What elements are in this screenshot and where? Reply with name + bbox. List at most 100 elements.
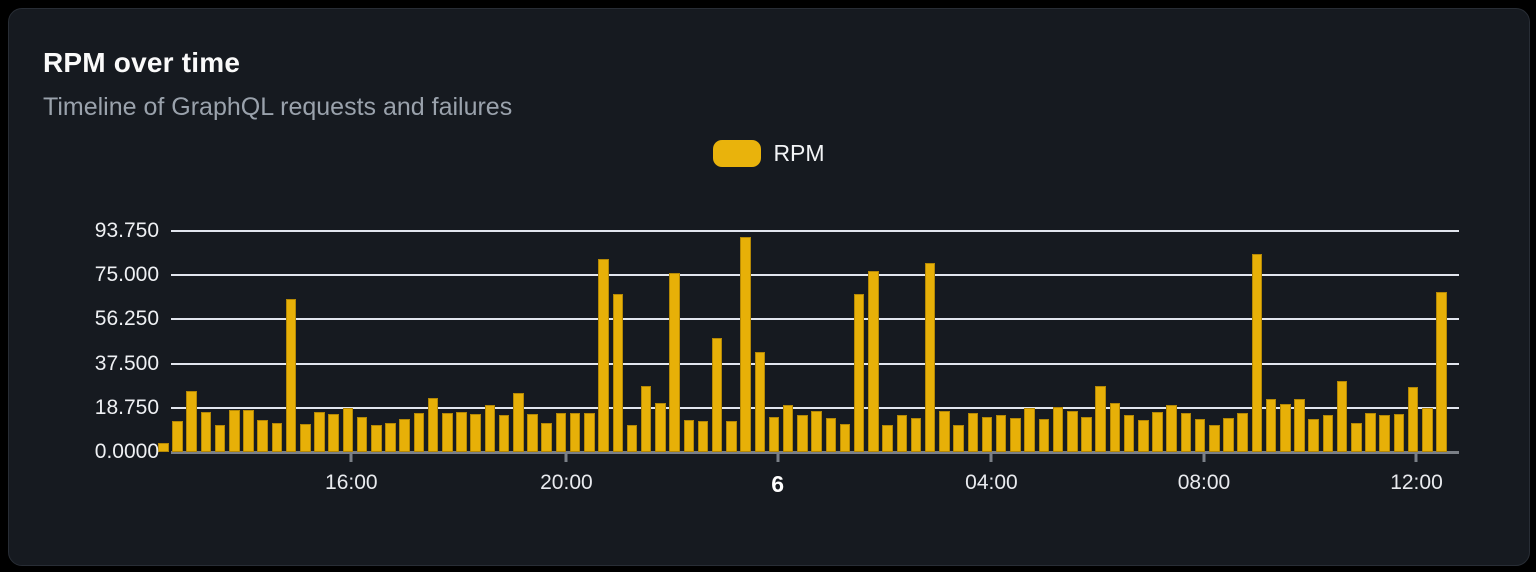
rpm-bar[interactable] [1081, 416, 1092, 452]
rpm-bar[interactable] [598, 258, 609, 452]
rpm-bar[interactable] [214, 424, 226, 452]
rpm-bar[interactable] [328, 414, 339, 452]
rpm-bar[interactable] [569, 413, 581, 452]
rpm-bar[interactable] [768, 416, 780, 452]
rpm-bar[interactable] [1393, 414, 1405, 452]
rpm-bar[interactable] [1251, 253, 1263, 452]
rpm-bar[interactable] [626, 424, 638, 452]
rpm-bar[interactable] [1180, 413, 1192, 452]
rpm-bar[interactable] [1138, 420, 1149, 452]
rpm-bar[interactable] [782, 404, 794, 452]
rpm-bar[interactable] [1194, 419, 1206, 452]
rpm-bar[interactable] [1436, 291, 1447, 452]
rpm-bar[interactable] [868, 270, 879, 452]
rpm-bar[interactable] [939, 410, 950, 452]
rpm-bar[interactable] [967, 413, 979, 452]
rpm-bar[interactable] [853, 294, 865, 452]
rpm-bar[interactable] [186, 390, 197, 452]
rpm-bar[interactable] [498, 415, 510, 452]
rpm-bar[interactable] [1038, 419, 1050, 452]
rpm-bar[interactable] [229, 409, 240, 452]
rpm-bar[interactable] [200, 411, 212, 452]
rpm-bar[interactable] [612, 294, 623, 452]
rpm-bar[interactable] [300, 423, 311, 452]
rpm-bar[interactable] [896, 415, 908, 452]
rpm-bar[interactable] [1336, 381, 1348, 452]
rpm-bar[interactable] [413, 413, 425, 452]
rpm-bar[interactable] [257, 420, 268, 452]
rpm-bar[interactable] [1379, 415, 1390, 452]
rpm-bar[interactable] [1024, 408, 1035, 452]
rpm-bar[interactable] [1123, 415, 1135, 452]
legend-item-rpm[interactable]: RPM [713, 140, 825, 167]
rpm-bar[interactable] [1294, 398, 1305, 452]
rpm-bar[interactable] [1052, 407, 1064, 452]
rpm-bar[interactable] [683, 420, 695, 452]
rpm-bar[interactable] [1407, 387, 1419, 452]
rpm-bar[interactable] [1166, 404, 1177, 452]
rpm-chart-card: RPM over time Timeline of GraphQL reques… [8, 8, 1530, 566]
rpm-bar[interactable] [924, 263, 936, 452]
rpm-bar[interactable] [1237, 413, 1248, 452]
rpm-bar[interactable] [470, 414, 481, 452]
rpm-bar[interactable] [1308, 419, 1319, 452]
y-axis-label: 75.000 [94, 263, 159, 287]
rpm-bar[interactable] [243, 409, 254, 452]
rpm-bar[interactable] [342, 408, 354, 452]
rpm-bar[interactable] [285, 298, 297, 452]
rpm-bar[interactable] [740, 237, 751, 452]
rpm-bar[interactable] [356, 416, 368, 452]
rpm-bar[interactable] [385, 422, 396, 452]
rpm-bar[interactable] [1109, 402, 1121, 452]
rpm-bar[interactable] [669, 272, 680, 452]
rpm-bar[interactable] [910, 417, 922, 452]
rpm-bar[interactable] [541, 422, 552, 452]
rpm-bar[interactable] [995, 415, 1007, 452]
chart-subtitle: Timeline of GraphQL requests and failure… [43, 93, 513, 121]
rpm-bar[interactable] [555, 413, 567, 452]
rpm-bar[interactable] [172, 421, 183, 452]
rpm-bar[interactable] [1322, 415, 1334, 452]
page-title: RPM over time [43, 47, 241, 78]
rpm-bar[interactable] [1223, 417, 1234, 452]
rpm-bar[interactable] [1152, 411, 1163, 452]
rpm-bar[interactable] [981, 416, 993, 452]
rpm-bar[interactable] [640, 386, 652, 452]
rpm-bar[interactable] [527, 414, 538, 452]
rpm-bar[interactable] [513, 393, 524, 452]
rpm-bar[interactable] [839, 423, 851, 452]
rpm-bar[interactable] [811, 410, 822, 452]
rpm-bar[interactable] [797, 415, 808, 452]
rpm-bar[interactable] [754, 351, 766, 452]
rpm-bar[interactable] [1209, 424, 1220, 452]
rpm-bar[interactable] [442, 413, 453, 452]
y-axis-label: 0.0000 [94, 440, 159, 463]
rpm-bar[interactable] [584, 413, 595, 452]
rpm-bar[interactable] [1067, 410, 1078, 452]
rpm-bar[interactable] [1422, 408, 1433, 452]
rpm-bar[interactable] [825, 417, 837, 452]
rpm-bar[interactable] [726, 421, 737, 452]
rpm-bar[interactable] [271, 422, 283, 452]
rpm-bar[interactable] [158, 442, 169, 452]
rpm-bar[interactable] [371, 424, 382, 452]
gridline [171, 230, 1459, 232]
rpm-bar[interactable] [697, 421, 709, 452]
rpm-bar[interactable] [1265, 398, 1277, 452]
rpm-bar[interactable] [711, 337, 723, 452]
rpm-bar[interactable] [456, 411, 467, 452]
rpm-bar[interactable] [314, 411, 325, 452]
x-axis-tick [1414, 453, 1418, 462]
rpm-bar[interactable] [1280, 403, 1291, 452]
rpm-bar[interactable] [399, 419, 410, 452]
rpm-bar[interactable] [1010, 417, 1021, 452]
rpm-bar[interactable] [1365, 413, 1376, 452]
rpm-bar[interactable] [427, 397, 439, 452]
x-axis-tick [349, 453, 353, 462]
rpm-bar[interactable] [953, 424, 964, 452]
rpm-bar[interactable] [484, 404, 496, 452]
rpm-bar[interactable] [655, 402, 666, 452]
rpm-bar[interactable] [882, 424, 893, 452]
rpm-bar[interactable] [1351, 422, 1362, 452]
rpm-bar[interactable] [1095, 386, 1106, 452]
